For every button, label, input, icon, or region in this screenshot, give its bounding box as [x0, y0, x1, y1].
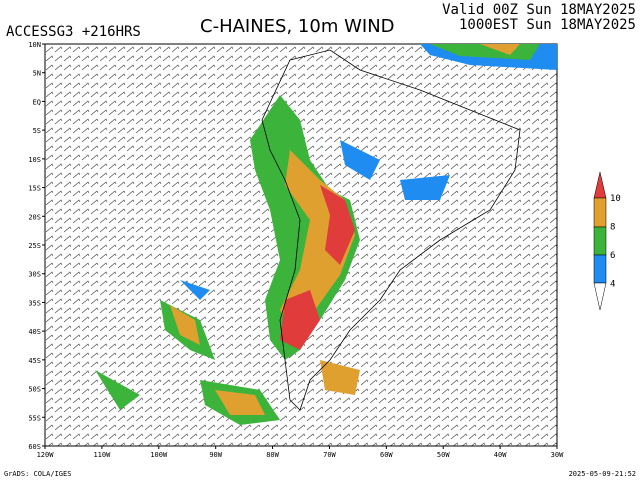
lat-label: 5S — [33, 127, 41, 135]
lat-label: 5N — [33, 70, 41, 78]
lat-label: 35S — [28, 299, 41, 307]
lat-label: 30S — [28, 271, 41, 279]
lon-label: 80W — [266, 451, 279, 459]
lat-label: EQ — [33, 98, 41, 106]
lon-label: 60W — [380, 451, 393, 459]
lat-label: 10N — [28, 41, 41, 49]
lon-label: 90W — [209, 451, 222, 459]
colorbar-label: 8 — [610, 223, 615, 233]
haines-fill — [95, 44, 557, 425]
model-label: ACCESSG3 +216HRS — [6, 24, 141, 40]
lon-label: 100W — [150, 451, 168, 459]
coastline — [261, 49, 521, 411]
credit: GrADS: COLA/IGES — [4, 470, 71, 478]
colorbar — [593, 171, 607, 311]
local-time: 1000EST Sun 18MAY2025 — [459, 17, 636, 33]
lon-label: 50W — [437, 451, 450, 459]
lat-label: 40S — [28, 328, 41, 336]
lon-label: 40W — [494, 451, 507, 459]
timestamp: 2025-05-09-21:52 — [569, 470, 636, 478]
lat-label: 60S — [28, 443, 41, 451]
lat-label: 25S — [28, 242, 41, 250]
colorbar-label: 6 — [610, 251, 615, 261]
lat-label: 45S — [28, 357, 41, 365]
valid-time: Valid 00Z Sun 18MAY2025 — [442, 2, 636, 18]
lat-label: 15S — [28, 185, 41, 193]
lon-label: 110W — [93, 451, 111, 459]
lat-label: 20S — [28, 213, 41, 221]
map-title: C-HAINES, 10m WIND — [200, 16, 395, 37]
lon-label: 120W — [37, 451, 55, 459]
lat-label: 55S — [28, 414, 41, 422]
colorbar-label: 10 — [610, 194, 621, 204]
lat-label: 50S — [28, 386, 41, 394]
colorbar-label: 4 — [610, 280, 615, 290]
lon-label: 70W — [323, 451, 336, 459]
lon-label: 30W — [551, 451, 564, 459]
lat-label: 10S — [28, 156, 41, 164]
